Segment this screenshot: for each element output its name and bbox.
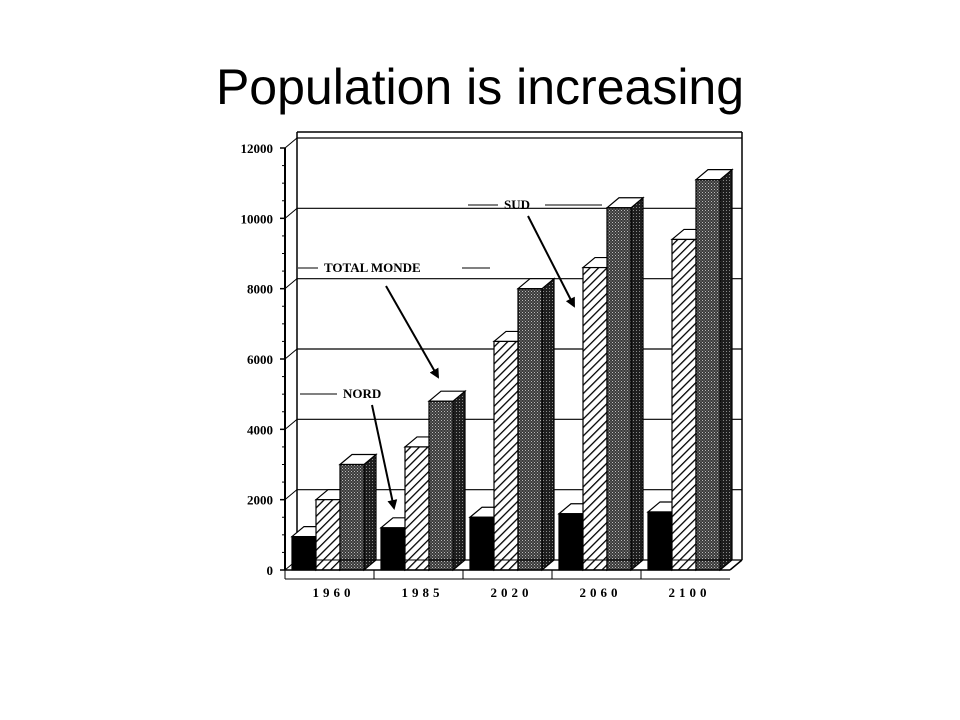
bar-front bbox=[517, 288, 543, 571]
x-tick-label: 2100 bbox=[669, 585, 711, 600]
y-axis: 0 2000 4000 6000 8000 10000 12000 bbox=[241, 137, 298, 578]
bar-sud bbox=[694, 168, 734, 572]
annotations: NORD TOTAL MONDE SUD bbox=[298, 197, 602, 510]
bar-front bbox=[695, 179, 721, 571]
y-tick-depth bbox=[284, 207, 298, 219]
x-tick-label: 1960 bbox=[313, 585, 355, 600]
page-title: Population is increasing bbox=[215, 59, 745, 115]
bar-front bbox=[493, 340, 519, 571]
bar-side bbox=[719, 168, 733, 572]
bar-front bbox=[291, 535, 317, 571]
bar-side bbox=[541, 277, 555, 572]
y-tick-depth bbox=[284, 348, 298, 360]
annotation-label-sud: SUD bbox=[504, 197, 530, 212]
bar-sud bbox=[516, 277, 556, 572]
y-tick-label: 2000 bbox=[247, 493, 273, 508]
y-tick-label: 6000 bbox=[247, 352, 273, 367]
bar-front bbox=[558, 513, 584, 571]
x-tick-label: 2020 bbox=[491, 585, 533, 600]
annotation-label-nord: NORD bbox=[343, 386, 381, 401]
bar-front bbox=[647, 511, 673, 571]
bar-sud bbox=[427, 389, 467, 572]
bar-side bbox=[363, 453, 377, 572]
y-tick-label: 0 bbox=[267, 563, 274, 578]
y-tick-label: 4000 bbox=[247, 422, 273, 437]
bar-side bbox=[452, 389, 466, 572]
bar-front bbox=[469, 516, 495, 571]
bar-front bbox=[380, 527, 406, 571]
y-tick-label: 12000 bbox=[241, 141, 274, 156]
annotation-label-total-monde: TOTAL MONDE bbox=[324, 260, 421, 275]
bars bbox=[290, 168, 734, 572]
bar-front bbox=[428, 400, 454, 571]
y-tick-depth bbox=[284, 137, 298, 149]
y-tick-depth bbox=[284, 489, 298, 501]
annotation-arrow-sud bbox=[527, 215, 575, 308]
bar-side bbox=[630, 196, 644, 572]
bar-sud bbox=[605, 196, 645, 572]
annotation-arrow-nord bbox=[371, 404, 398, 510]
x-tick-label: 2060 bbox=[580, 585, 622, 600]
bar-sud bbox=[338, 453, 378, 572]
x-axis: 1960 1985 2020 2060 2100 bbox=[284, 559, 743, 600]
y-tick-depth bbox=[284, 418, 298, 430]
y-tick-label: 10000 bbox=[241, 211, 274, 226]
annotation-arrow-total-monde bbox=[385, 285, 439, 379]
bar-front bbox=[315, 499, 341, 571]
bar-front bbox=[339, 463, 365, 571]
y-tick-label: 8000 bbox=[247, 282, 273, 297]
bar-front bbox=[606, 207, 632, 571]
bar-front bbox=[582, 266, 608, 571]
bar-front bbox=[404, 446, 430, 571]
bar-front bbox=[671, 238, 697, 571]
plot-frame bbox=[296, 131, 743, 560]
x-tick-label: 1985 bbox=[402, 585, 444, 600]
floor-right-edge bbox=[729, 559, 743, 571]
y-tick-depth bbox=[284, 278, 298, 290]
